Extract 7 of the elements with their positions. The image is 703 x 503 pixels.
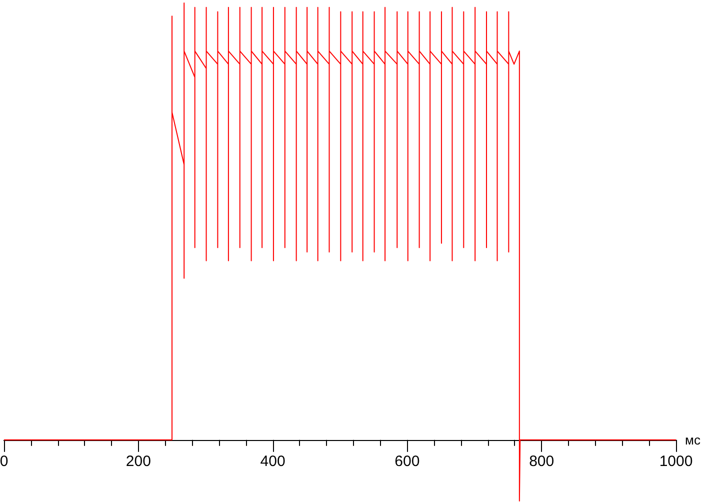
x-tick-label: 400 (260, 452, 286, 470)
x-axis-title: мс (685, 432, 701, 448)
x-tick-label: 0 (0, 452, 8, 470)
x-tick-label: 200 (126, 452, 151, 470)
x-tick-label: 1000 (659, 452, 693, 470)
x-tick-label: 800 (529, 452, 554, 470)
x-tick-label: 600 (394, 452, 420, 470)
